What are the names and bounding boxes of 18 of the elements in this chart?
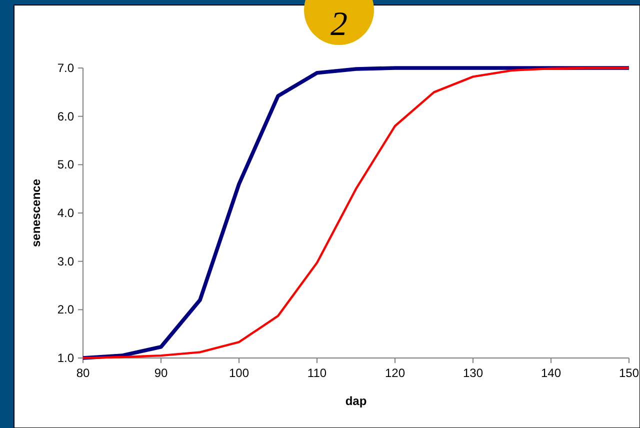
- y-tick-label: 4.0: [57, 206, 74, 220]
- y-tick-label: 2.0: [57, 302, 74, 317]
- y-tick-label: 1.0: [57, 351, 74, 365]
- x-tick-label: 140: [540, 366, 562, 380]
- x-axis-title: dap: [345, 394, 367, 408]
- x-tick-label: 100: [228, 366, 250, 380]
- number-badge: 2: [304, 0, 374, 45]
- x-tick-label: 130: [462, 366, 484, 380]
- y-tick-label: 7.0: [57, 61, 74, 75]
- y-tick-label: 5.0: [57, 158, 74, 172]
- x-tick-label: 90: [154, 366, 168, 380]
- x-tick-label: 120: [384, 366, 406, 380]
- y-tick-label: 3.0: [57, 254, 74, 268]
- x-tick-label: 110: [307, 366, 327, 380]
- x-tick-label: 80: [76, 366, 90, 380]
- x-tick-label: 150: [618, 366, 640, 380]
- y-axis-title: senescence: [29, 178, 43, 248]
- y-tick-label: 6.0: [57, 109, 74, 124]
